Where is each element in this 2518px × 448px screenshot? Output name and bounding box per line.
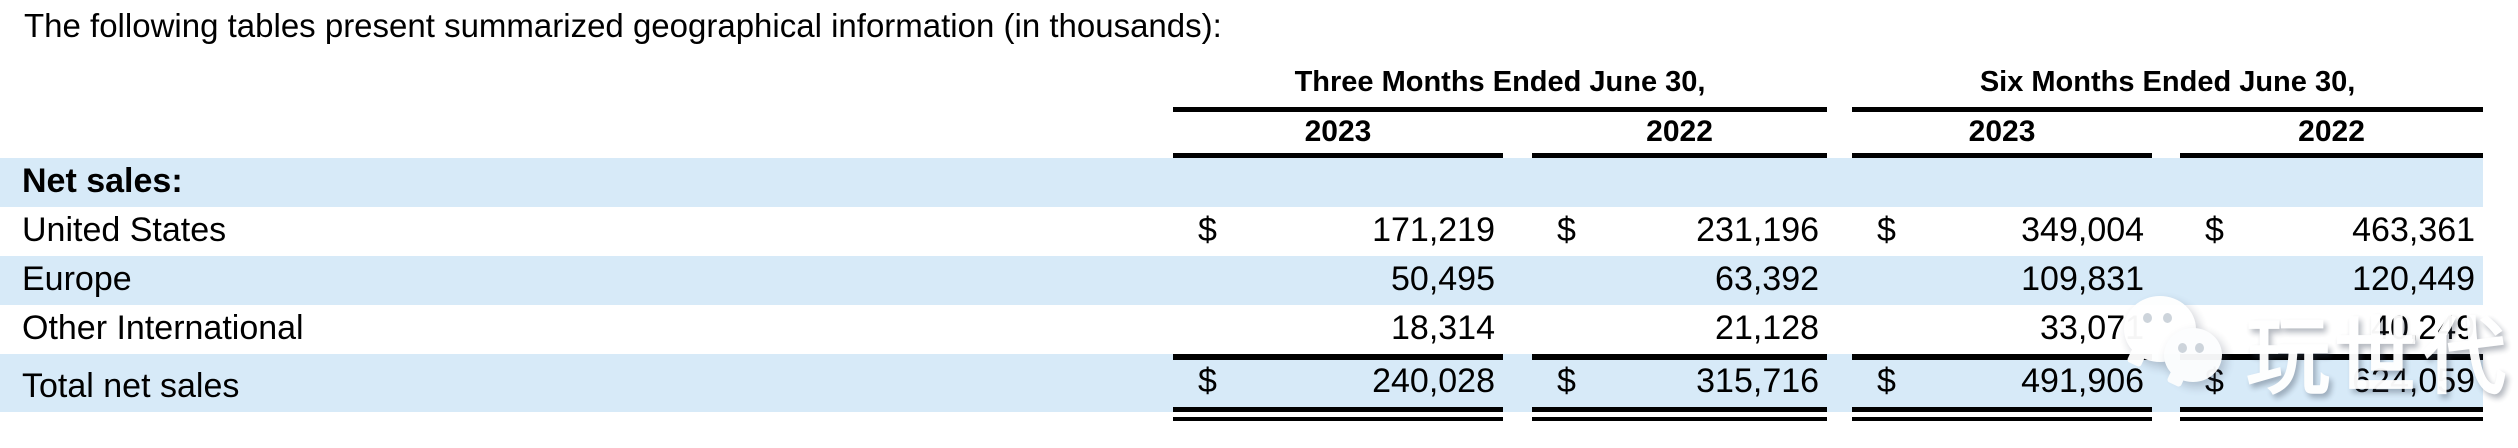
value-cell: 33,071 xyxy=(2040,308,2145,347)
value-cell: 463,361 xyxy=(2352,210,2476,249)
spacer-cell xyxy=(2152,207,2180,256)
value-cell: 231,196 xyxy=(1696,210,1820,249)
margin-cell xyxy=(2483,354,2518,412)
currency-cell: $ xyxy=(2205,210,2224,249)
double-rule xyxy=(1173,412,1503,421)
table-row-united-states: United States $ 171,219 $ 231,196 $ 349,… xyxy=(0,207,2518,256)
group-header-six-months: Six Months Ended June 30, xyxy=(1852,48,2484,112)
double-underline-row xyxy=(0,412,2518,421)
spacer-cell xyxy=(1503,112,1532,158)
value-cell: 491,906 xyxy=(1922,354,2153,412)
value-cell: 40,249 xyxy=(2371,308,2476,347)
currency-cell: $ xyxy=(1198,210,1217,249)
year-header: 2022 xyxy=(1532,112,1828,158)
currency-cell: $ xyxy=(1173,354,1243,412)
currency-cell xyxy=(1532,256,1602,305)
table-row-europe: Europe 50,495 63,392 109,831 120,449 xyxy=(0,256,2518,305)
value-cell: 120,449 xyxy=(2250,256,2484,305)
value-cell: 240,028 xyxy=(1243,354,1503,412)
currency-cell xyxy=(2180,305,2250,354)
currency-cell: $ xyxy=(2180,354,2251,412)
currency-cell: $ xyxy=(1852,354,1923,412)
margin-cell xyxy=(2483,158,2518,207)
period-group-header-row: Three Months Ended June 30, Six Months E… xyxy=(0,48,2518,112)
margin-cell xyxy=(2483,48,2518,112)
margin-cell xyxy=(2483,207,2518,256)
currency-cell xyxy=(2180,256,2251,305)
currency-cell xyxy=(1173,256,1243,305)
spacer-cell xyxy=(1827,256,1853,305)
spacer-cell xyxy=(2152,305,2180,354)
empty-cell xyxy=(1173,158,2484,207)
spacer-cell xyxy=(1827,207,1852,256)
row-label: Europe xyxy=(0,256,1173,305)
spacer-cell xyxy=(2152,354,2181,412)
value-cell: 171,219 xyxy=(1372,210,1495,249)
group-header-three-months: Three Months Ended June 30, xyxy=(1173,48,1828,112)
currency-cell xyxy=(1173,305,1243,354)
value-cell: 624,059 xyxy=(2250,354,2484,412)
margin-cell xyxy=(2483,112,2518,158)
year-header-row: 2023 2022 2023 2022 xyxy=(0,112,2518,158)
year-header: 2023 xyxy=(1852,112,2153,158)
row-label: Other International xyxy=(22,308,304,347)
section-label: Net sales: xyxy=(0,158,1173,207)
spacer-cell xyxy=(1503,256,1532,305)
double-rule xyxy=(1532,412,1828,421)
currency-cell: $ xyxy=(1877,210,1896,249)
spacer-cell xyxy=(1827,112,1852,158)
value-cell: 21,128 xyxy=(1715,308,1820,347)
empty-cell xyxy=(0,412,1173,421)
value-cell: 109,831 xyxy=(1922,256,2153,305)
spacer-cell xyxy=(2152,412,2180,421)
table-row-total-net-sales: Total net sales $ 240,028 $ 315,716 $ 49… xyxy=(0,354,2518,412)
row-label: Total net sales xyxy=(0,354,1173,412)
spacer-cell xyxy=(1827,48,1852,112)
year-header: 2022 xyxy=(2180,112,2484,158)
spacer-cell xyxy=(1827,354,1853,412)
year-header: 2023 xyxy=(1173,112,1503,158)
margin-cell xyxy=(2483,305,2518,354)
spacer-cell xyxy=(1827,305,1852,354)
margin-cell xyxy=(2483,412,2518,421)
spacer-cell xyxy=(1503,207,1532,256)
double-rule xyxy=(1852,412,2153,421)
currency-cell xyxy=(1852,305,1922,354)
spacer-cell xyxy=(1503,354,1532,412)
margin-cell xyxy=(2483,256,2518,305)
geographical-information-table: Three Months Ended June 30, Six Months E… xyxy=(0,48,2518,421)
value-cell: 50,495 xyxy=(1243,256,1503,305)
empty-cell xyxy=(0,112,1173,158)
spacer-cell xyxy=(1503,305,1532,354)
spacer-cell xyxy=(2152,112,2180,158)
section-header-row: Net sales: xyxy=(0,158,2518,207)
value-cell: 18,314 xyxy=(1391,308,1495,347)
table-row-other-international: Other International 18,314 21,128 33,071… xyxy=(0,305,2518,354)
value-cell: 63,392 xyxy=(1602,256,1828,305)
intro-text: The following tables present summarized … xyxy=(24,7,1222,44)
spacer-cell xyxy=(1503,412,1532,421)
currency-cell: $ xyxy=(1532,354,1602,412)
currency-cell: $ xyxy=(1557,210,1576,249)
value-cell: 315,716 xyxy=(1602,354,1828,412)
row-label: United States xyxy=(22,210,227,249)
currency-cell xyxy=(1532,305,1602,354)
spacer-cell xyxy=(1827,412,1852,421)
value-cell: 349,004 xyxy=(2021,210,2145,249)
spacer-cell xyxy=(2152,256,2181,305)
double-rule xyxy=(2180,412,2484,421)
empty-cell xyxy=(0,48,1173,112)
currency-cell xyxy=(1852,256,1923,305)
